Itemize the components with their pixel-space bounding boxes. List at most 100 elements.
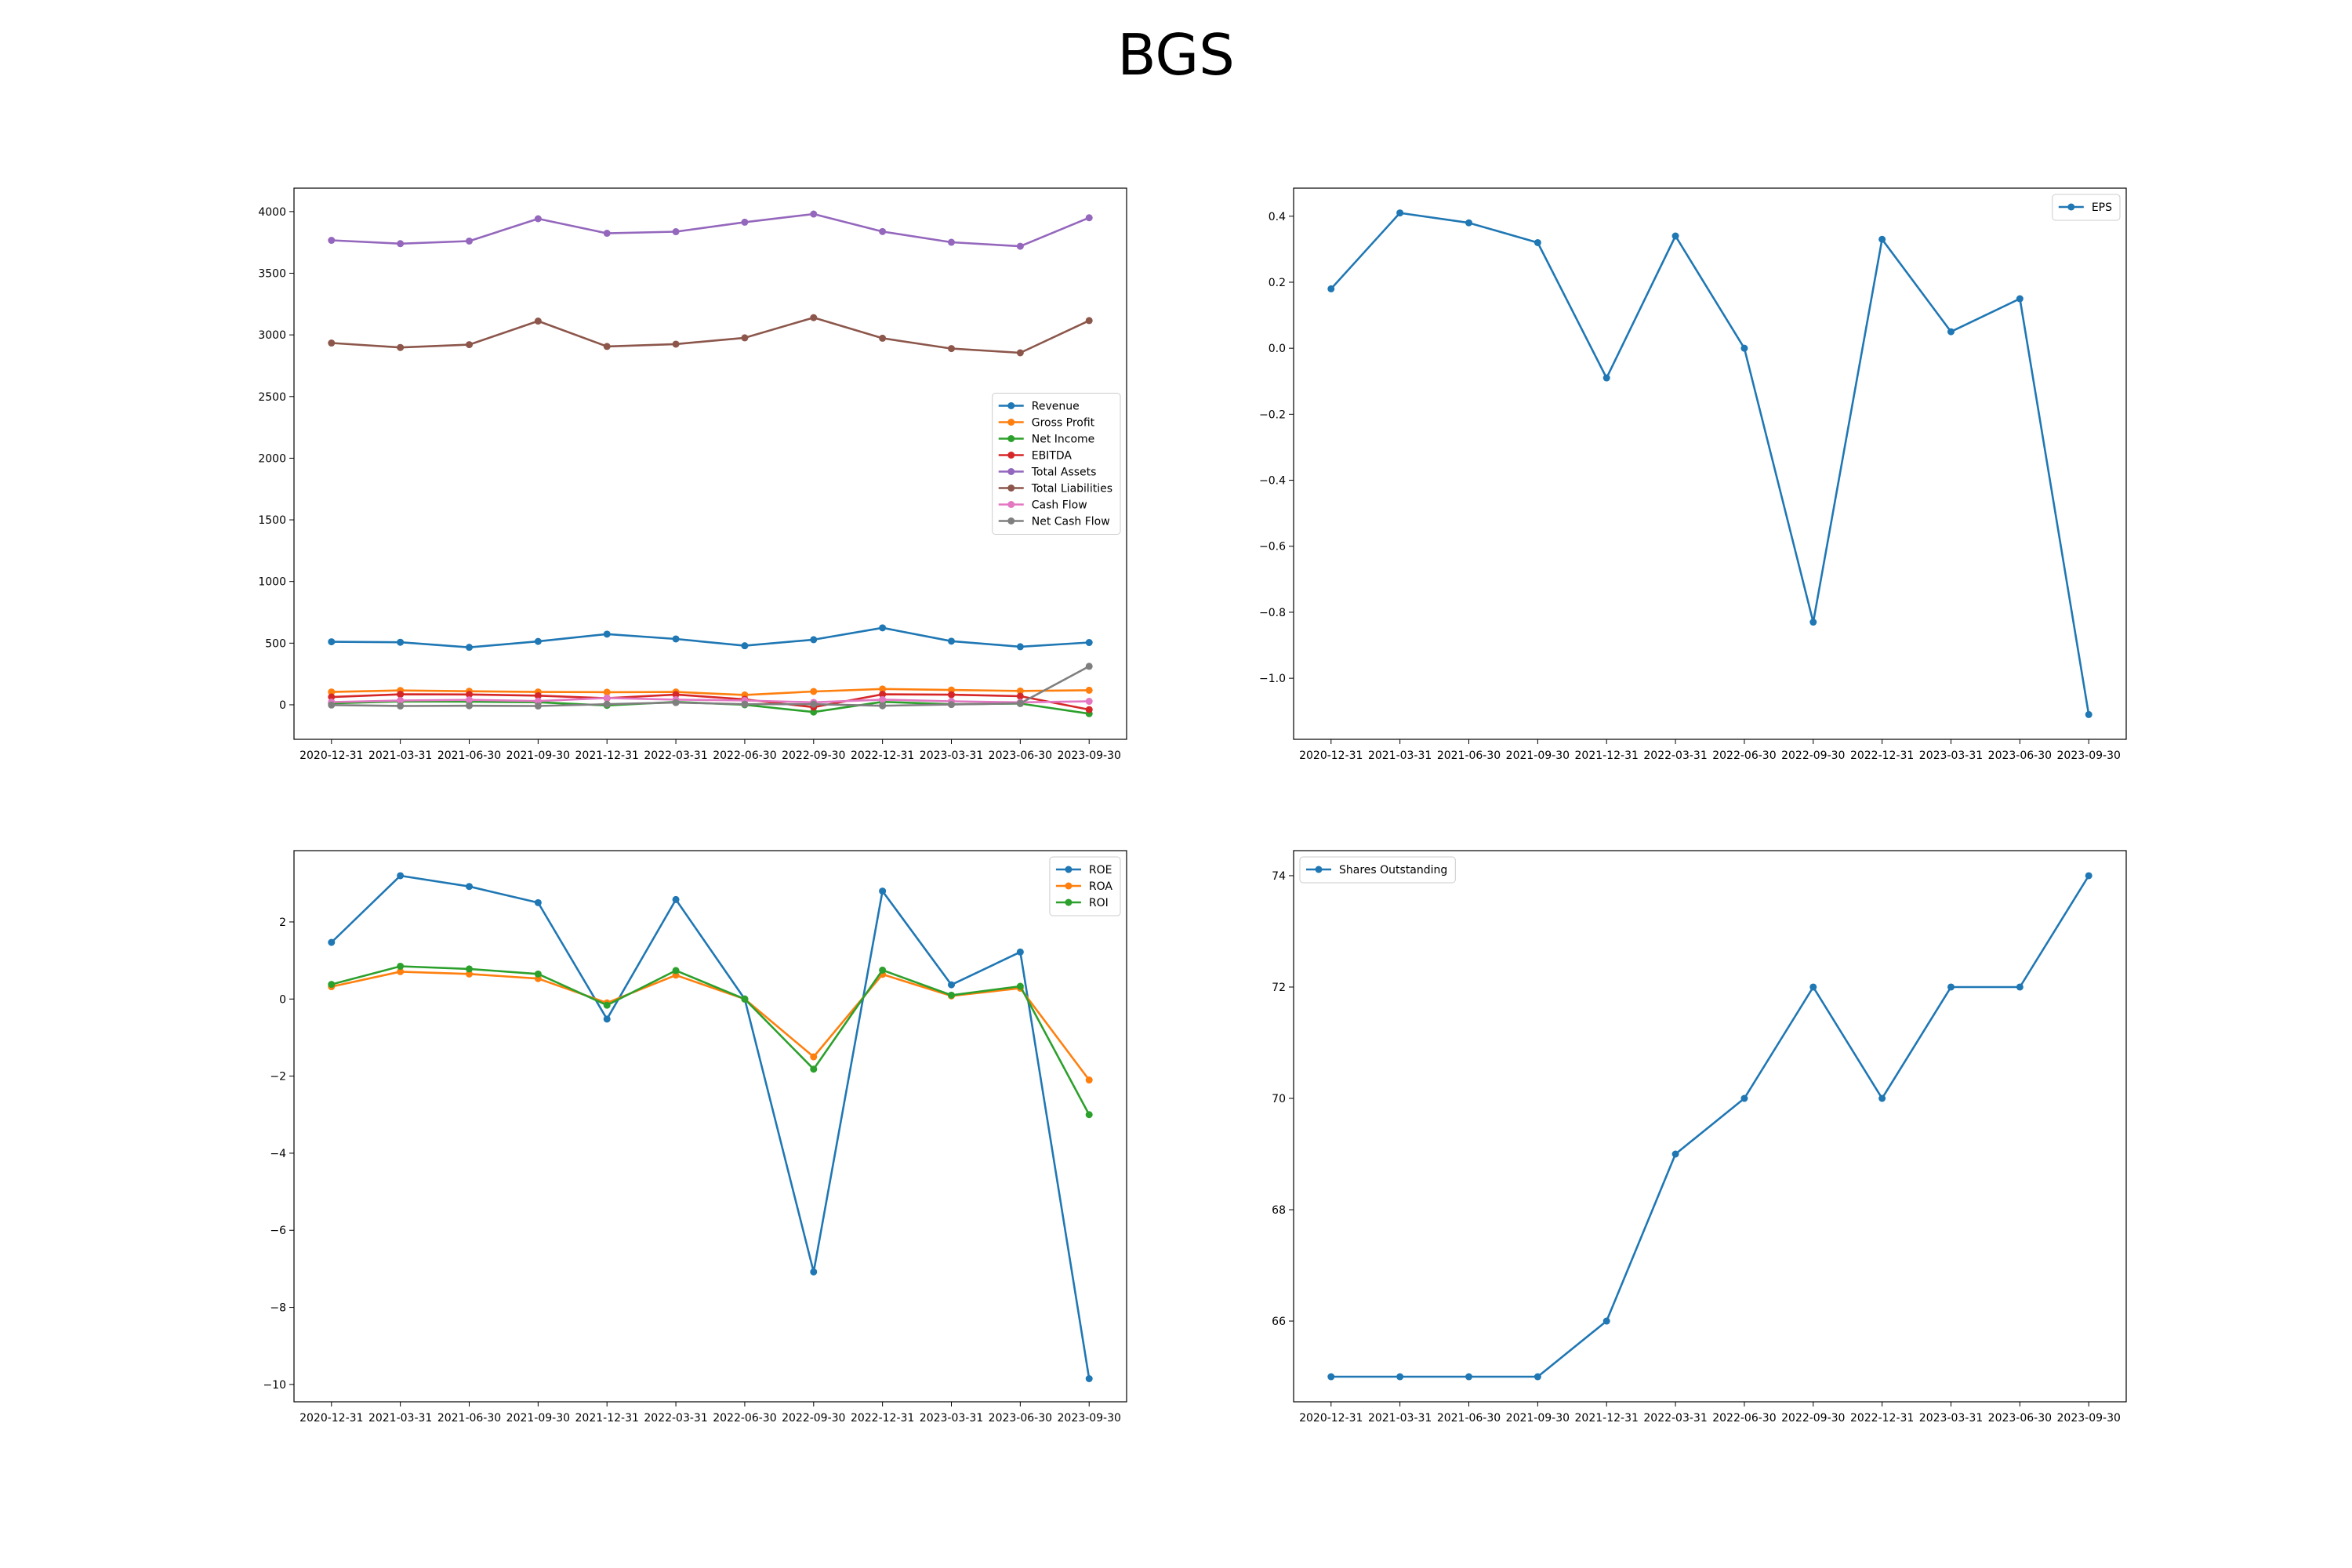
data-point-ebitda <box>534 691 542 699</box>
y-tick-label: −0.2 <box>1259 408 1286 421</box>
x-tick-label: 2021-06-30 <box>1437 1412 1501 1425</box>
y-tick-label: 0.0 <box>1269 343 1286 355</box>
data-point-net-cash-flow <box>741 700 749 708</box>
data-point-shares-outstanding <box>1878 1094 1886 1102</box>
data-point-revenue <box>879 624 887 632</box>
data-point-total-liabilities <box>1085 317 1093 325</box>
data-point-cash-flow <box>879 695 887 703</box>
series-line-ebitda <box>331 693 1090 711</box>
x-tick-label: 2022-06-30 <box>1712 750 1776 762</box>
x-tick-label: 2021-09-30 <box>506 750 570 762</box>
y-tick-label: 2 <box>279 916 286 929</box>
y-tick-label: 0.4 <box>1269 211 1286 223</box>
data-point-net-cash-flow <box>328 701 336 709</box>
x-tick-label: 2022-12-31 <box>851 1412 914 1425</box>
data-point-shares-outstanding <box>1671 1150 1679 1158</box>
x-tick-label: 2023-06-30 <box>1988 750 2052 762</box>
data-point-revenue <box>1085 639 1093 647</box>
data-point-total-liabilities <box>603 343 611 350</box>
data-point-roe <box>947 981 955 989</box>
legend-label: Cash Flow <box>1032 499 1087 512</box>
data-point-roe <box>1016 948 1024 956</box>
data-point-eps <box>1740 344 1748 352</box>
x-tick-label: 2021-09-30 <box>506 1412 570 1425</box>
data-point-shares-outstanding <box>1534 1373 1541 1381</box>
x-tick-label: 2021-09-30 <box>1506 1412 1570 1425</box>
x-tick-label: 2022-03-31 <box>1643 750 1707 762</box>
x-tick-label: 2022-06-30 <box>713 1412 776 1425</box>
data-point-roe <box>466 883 474 891</box>
legend: EPS <box>2052 194 2121 221</box>
legend-label: ROI <box>1089 897 1109 909</box>
x-tick-label: 2021-09-30 <box>1506 750 1570 762</box>
data-point-total-assets <box>1016 242 1024 250</box>
x-tick-label: 2022-06-30 <box>713 750 776 762</box>
y-tick-label: 66 <box>1272 1316 1286 1328</box>
y-tick-label: 72 <box>1272 982 1286 994</box>
data-point-roi <box>1016 982 1024 990</box>
y-tick-label: 74 <box>1272 870 1286 883</box>
legend-marker-eps <box>2067 203 2075 211</box>
data-point-ebitda <box>672 691 680 699</box>
data-point-revenue <box>810 636 818 644</box>
data-point-roi <box>1085 1111 1093 1119</box>
legend-label: Net Cash Flow <box>1032 516 1110 528</box>
y-tick-label: 3500 <box>258 268 286 281</box>
x-tick-label: 2023-03-31 <box>1919 1412 1983 1425</box>
data-point-total-liabilities <box>1016 349 1024 357</box>
data-point-roe <box>810 1268 818 1276</box>
legend-marker-shares-outstanding <box>1315 866 1323 873</box>
y-tick-label: −10 <box>263 1379 286 1392</box>
series-line-total-liabilities <box>331 316 1090 354</box>
series-line-total-assets <box>331 212 1090 248</box>
x-tick-label: 2022-12-31 <box>1850 750 1914 762</box>
data-point-roe <box>672 895 680 903</box>
data-point-ebitda <box>879 691 887 699</box>
x-tick-label: 2021-12-31 <box>575 1412 639 1425</box>
y-tick-label: 0 <box>279 699 286 712</box>
data-point-revenue <box>534 637 542 645</box>
x-tick-label: 2020-12-31 <box>299 1412 363 1425</box>
legend-label: Net Income <box>1032 434 1095 446</box>
y-tick-label: 0.2 <box>1269 277 1286 289</box>
financials-chart: 2020-12-31 2021-03-31 2021-06-30 2021-09-30… <box>258 187 1127 762</box>
data-point-total-liabilities <box>397 343 405 351</box>
data-point-roi <box>947 991 955 999</box>
x-tick-label: 2021-12-31 <box>1575 1412 1639 1425</box>
data-point-roi <box>534 970 542 978</box>
legend-label: EPS <box>2092 201 2112 214</box>
data-point-revenue <box>1016 643 1024 651</box>
data-point-eps <box>1947 328 1955 336</box>
x-tick-label: 2023-03-31 <box>920 1412 983 1425</box>
data-point-roe <box>603 1015 611 1023</box>
data-point-net-income <box>810 708 818 716</box>
data-point-roe <box>1085 1375 1093 1383</box>
series-line-gross-profit <box>331 688 1090 696</box>
y-tick-label: −8 <box>270 1302 286 1315</box>
data-point-eps <box>1671 232 1679 240</box>
data-point-eps <box>1878 235 1886 243</box>
data-point-roi <box>397 962 405 970</box>
data-point-total-assets <box>810 210 818 218</box>
legend-marker-total-assets <box>1007 468 1015 475</box>
x-tick-label: 2023-09-30 <box>1058 1412 1121 1425</box>
series-line-net-cash-flow <box>331 665 1090 707</box>
data-point-revenue <box>947 637 955 645</box>
legend-box <box>1299 856 1456 884</box>
x-tick-label: 2022-03-31 <box>644 750 707 762</box>
y-tick-label: 70 <box>1272 1093 1286 1105</box>
data-point-roi <box>603 1001 611 1009</box>
data-point-revenue <box>672 635 680 643</box>
legend-label: Revenue <box>1032 401 1080 413</box>
data-point-revenue <box>397 638 405 646</box>
data-point-ebitda <box>947 691 955 699</box>
x-tick-label: 2023-06-30 <box>989 750 1052 762</box>
data-point-net-cash-flow <box>672 699 680 706</box>
data-point-net-cash-flow <box>397 702 405 710</box>
eps-chart: 2020-12-31 2021-03-31 2021-06-30 2021-09-30… <box>1259 187 2127 762</box>
x-tick-label: 2020-12-31 <box>1299 1412 1363 1425</box>
data-point-net-cash-flow <box>810 700 818 708</box>
data-point-roi <box>810 1065 818 1073</box>
x-tick-label: 2022-09-30 <box>782 1412 845 1425</box>
